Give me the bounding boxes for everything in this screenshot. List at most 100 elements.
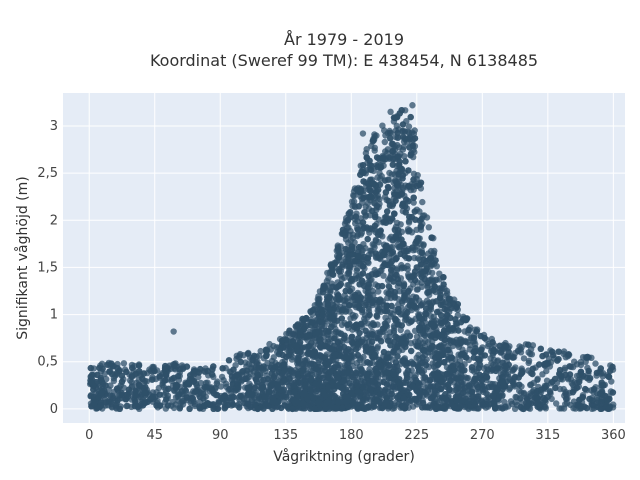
data-point — [387, 135, 394, 142]
data-point — [408, 347, 415, 355]
data-point — [393, 344, 401, 351]
data-point — [469, 393, 476, 400]
data-point — [400, 247, 407, 254]
data-point — [382, 219, 390, 226]
data-point — [389, 383, 397, 390]
data-point — [322, 405, 330, 412]
data-point — [582, 358, 589, 365]
data-point — [569, 389, 576, 396]
data-point — [360, 194, 367, 202]
data-point — [598, 379, 605, 386]
data-point — [391, 338, 398, 346]
data-point — [306, 331, 313, 338]
data-point — [333, 372, 340, 379]
data-point — [427, 332, 434, 340]
data-point — [475, 364, 482, 372]
data-point — [260, 376, 267, 384]
data-point — [563, 395, 570, 403]
data-point — [555, 348, 562, 355]
data-point — [165, 385, 172, 392]
data-point — [352, 291, 359, 299]
data-point — [489, 339, 496, 346]
data-point — [268, 357, 276, 365]
data-point — [348, 333, 356, 340]
data-point — [481, 352, 489, 359]
data-point — [372, 250, 380, 257]
data-point — [364, 255, 372, 262]
data-point — [383, 213, 390, 220]
data-point — [101, 370, 108, 377]
data-point — [362, 203, 369, 210]
data-point — [478, 377, 486, 384]
data-point — [253, 378, 261, 386]
data-point — [452, 339, 460, 346]
data-point — [248, 396, 256, 404]
data-point — [296, 328, 304, 335]
data-point — [508, 400, 516, 408]
data-point — [354, 388, 362, 395]
data-point — [149, 376, 156, 383]
data-point — [222, 380, 230, 387]
data-point — [565, 351, 572, 358]
data-point — [490, 346, 498, 354]
data-point — [488, 383, 496, 391]
data-point — [520, 355, 528, 362]
data-point — [525, 341, 532, 348]
data-point — [386, 403, 393, 410]
data-point — [118, 378, 126, 385]
data-point — [378, 338, 385, 345]
data-point — [359, 270, 367, 277]
data-point — [584, 353, 591, 361]
data-point — [391, 294, 398, 301]
data-point — [537, 345, 544, 352]
data-point — [389, 140, 396, 147]
data-point — [228, 373, 236, 380]
data-point — [487, 355, 494, 362]
data-point — [571, 358, 578, 365]
data-point — [566, 371, 574, 378]
data-point — [492, 367, 500, 375]
data-point — [405, 198, 412, 205]
data-point — [463, 375, 471, 382]
data-point — [499, 405, 506, 412]
data-point — [245, 385, 252, 392]
data-point — [375, 288, 382, 295]
data-point — [448, 400, 455, 408]
data-point — [452, 316, 459, 323]
data-point — [598, 400, 605, 407]
data-point — [319, 285, 327, 293]
data-point — [214, 378, 221, 385]
data-point — [470, 354, 478, 361]
data-point — [357, 370, 364, 378]
data-point — [343, 295, 351, 302]
data-point — [400, 341, 407, 348]
data-point — [395, 367, 402, 374]
data-point — [183, 363, 191, 370]
data-point — [514, 347, 522, 355]
data-point — [423, 265, 430, 272]
data-point — [534, 375, 541, 382]
data-point — [347, 352, 354, 360]
data-point — [321, 342, 328, 349]
data-point — [442, 391, 449, 398]
data-point — [435, 352, 442, 360]
data-point — [348, 382, 355, 390]
data-point — [384, 261, 391, 268]
data-point — [484, 397, 491, 405]
data-point — [326, 306, 333, 313]
data-point — [509, 367, 516, 374]
data-point — [400, 395, 407, 402]
data-point — [332, 351, 339, 358]
data-point — [402, 209, 409, 216]
data-point — [543, 382, 550, 389]
data-point — [539, 352, 546, 360]
data-point — [478, 398, 485, 405]
data-point — [204, 367, 211, 375]
data-point — [374, 195, 381, 202]
data-point — [359, 263, 367, 270]
data-point — [375, 186, 382, 194]
data-point — [458, 397, 465, 404]
data-point — [88, 403, 95, 410]
data-point — [389, 148, 396, 155]
data-point — [407, 113, 414, 121]
